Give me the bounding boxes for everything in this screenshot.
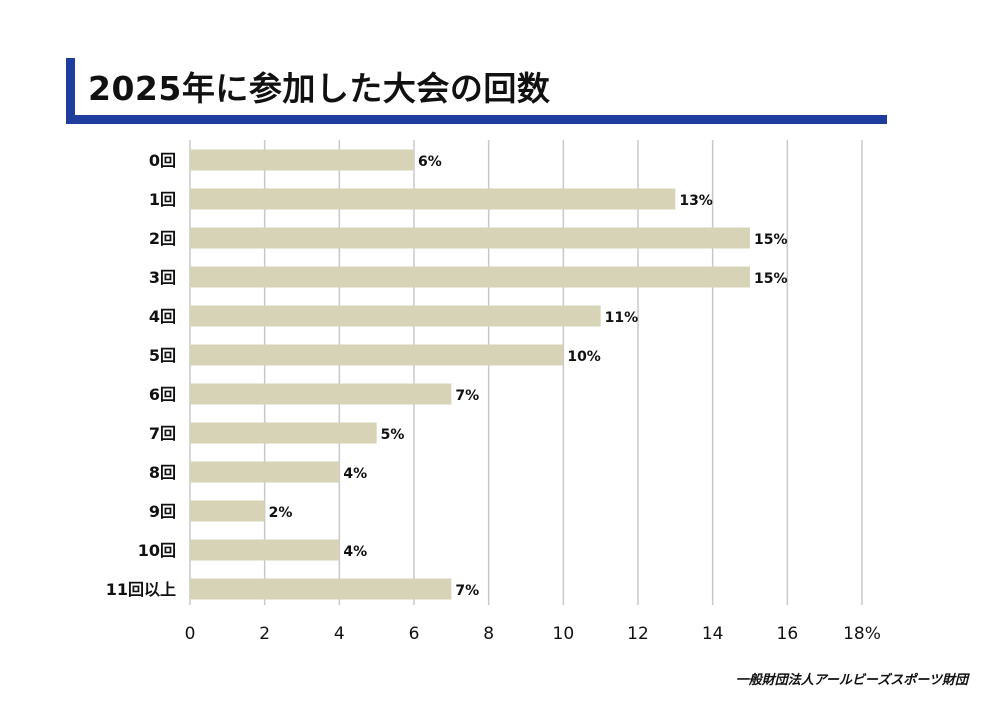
category-label: 5回 xyxy=(149,346,176,365)
x-tick-label: 4 xyxy=(334,624,345,644)
data-label: 4% xyxy=(343,544,367,560)
data-label: 5% xyxy=(381,427,405,443)
category-label: 0回 xyxy=(149,151,176,170)
chart-title: 2025年に参加した大会の回数 xyxy=(88,69,551,108)
category-label: 9回 xyxy=(149,502,176,521)
bar xyxy=(190,500,265,522)
title-underline xyxy=(66,115,887,124)
x-tick-label: 6 xyxy=(409,624,420,644)
bars xyxy=(190,149,750,600)
bar xyxy=(190,305,601,327)
x-tick-label: 12 xyxy=(627,624,649,644)
x-tick-label: 16 xyxy=(777,624,799,644)
x-tick-label: 10 xyxy=(553,624,575,644)
title-bar: 2025年に参加した大会の回数 xyxy=(66,58,887,124)
category-label: 6回 xyxy=(149,385,176,404)
x-tick-label: 18% xyxy=(843,624,881,644)
data-label: 10% xyxy=(567,349,601,365)
bar xyxy=(190,344,564,366)
category-label: 7回 xyxy=(149,424,176,443)
bar xyxy=(190,422,377,444)
x-tick-label: 2 xyxy=(259,624,270,644)
bar xyxy=(190,149,414,171)
data-label: 2% xyxy=(269,505,293,521)
data-label: 7% xyxy=(455,583,479,599)
x-tick-label: 0 xyxy=(185,624,196,644)
category-label: 10回 xyxy=(138,541,176,560)
bar xyxy=(190,266,750,288)
data-label: 13% xyxy=(679,193,713,209)
bar xyxy=(190,578,452,600)
category-label: 4回 xyxy=(149,307,176,326)
category-label: 1回 xyxy=(149,190,176,209)
bar xyxy=(190,461,340,483)
labels: 0 2 4 6 8 10 12 14 16 18% 0回 6% 1回 13% 2回 15% 3回 15% 4回 11%… xyxy=(106,151,881,644)
footer-credit: 一般財団法人アールビーズスポーツ財団 xyxy=(735,673,968,688)
category-label: 3回 xyxy=(149,268,176,287)
bar xyxy=(190,188,676,210)
data-label: 6% xyxy=(418,154,442,170)
category-label: 11回以上 xyxy=(106,580,176,599)
x-tick-label: 8 xyxy=(483,624,494,644)
x-tick-label: 14 xyxy=(702,624,724,644)
data-label: 15% xyxy=(754,232,788,248)
data-label: 4% xyxy=(343,466,367,482)
data-label: 15% xyxy=(754,271,788,287)
category-label: 8回 xyxy=(149,463,176,482)
bar xyxy=(190,383,452,405)
title-accent-bar xyxy=(66,58,75,124)
bar xyxy=(190,227,750,249)
category-label: 2回 xyxy=(149,229,176,248)
bar xyxy=(190,539,340,561)
data-label: 11% xyxy=(605,310,639,326)
gridlines xyxy=(189,140,863,605)
data-label: 7% xyxy=(455,388,479,404)
